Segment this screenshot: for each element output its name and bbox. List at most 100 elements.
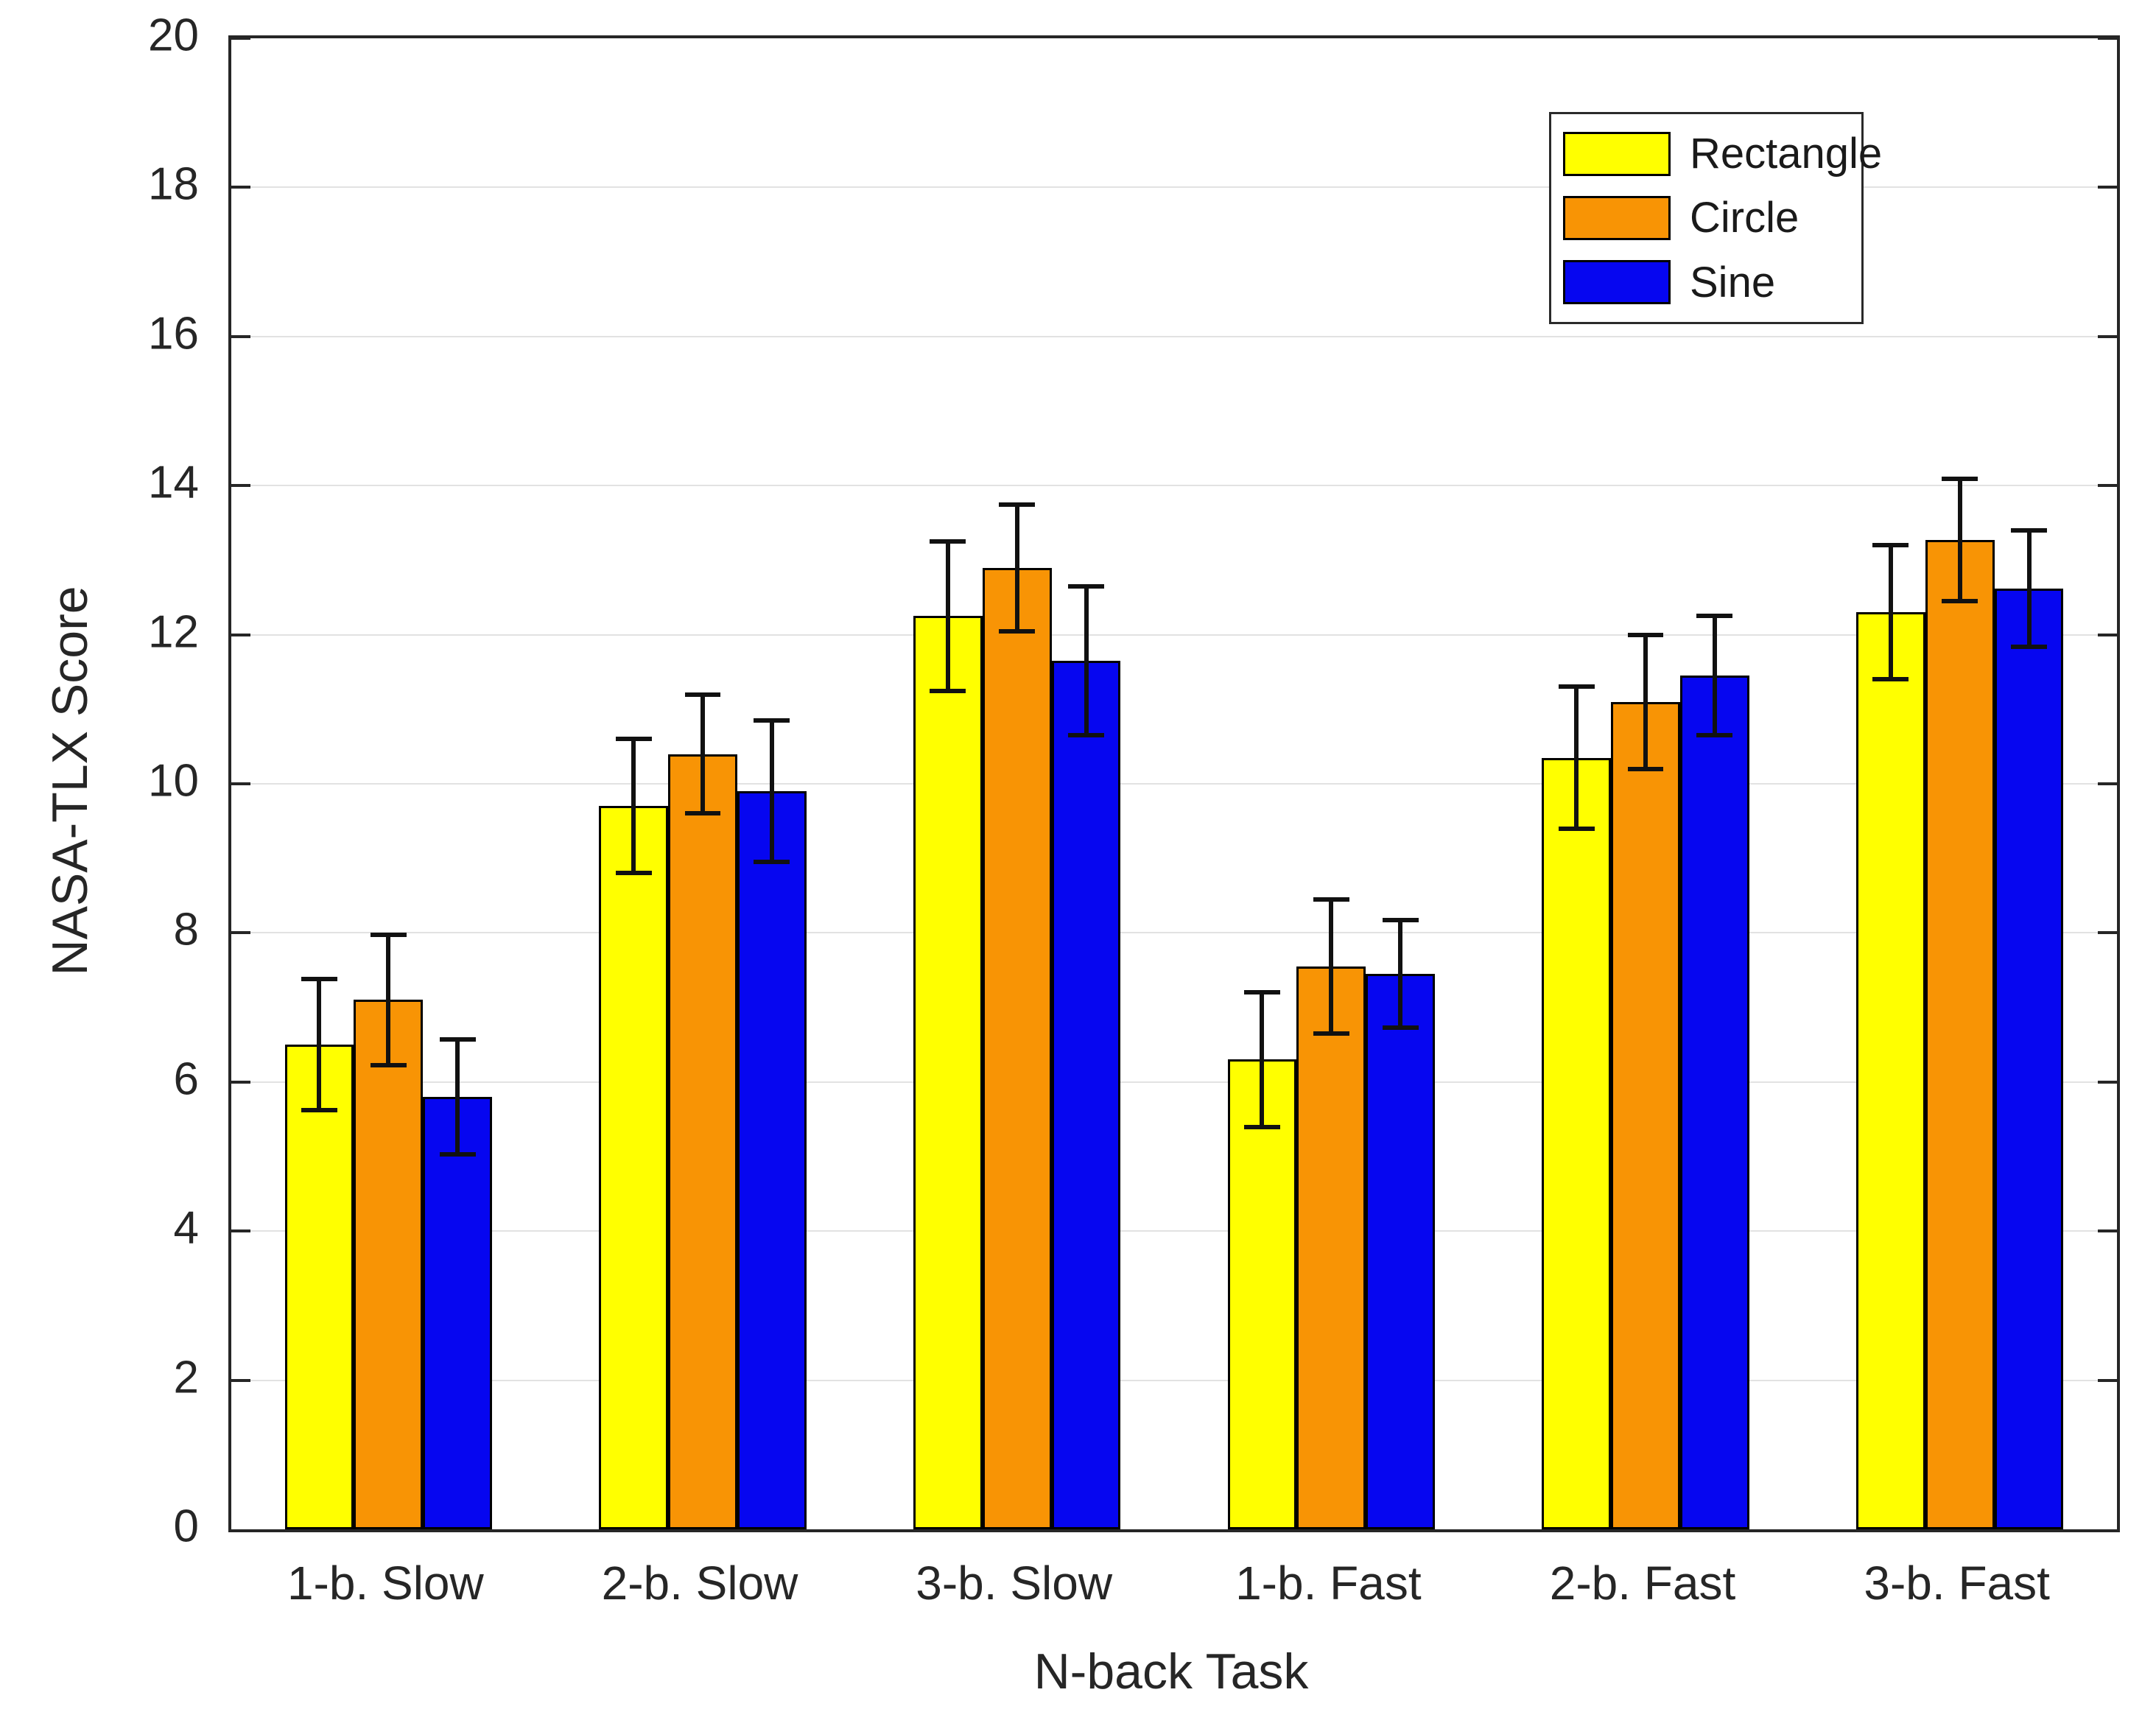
y-tick-label: 2 xyxy=(173,1352,199,1403)
error-bar-cap-bottom xyxy=(754,860,790,865)
bar-circle-4 xyxy=(1296,966,1366,1529)
error-bar-cap-top xyxy=(754,718,790,723)
error-bar-cap-bottom xyxy=(1558,826,1595,831)
x-tick-label: 3-b. Fast xyxy=(1864,1557,2050,1610)
error-bar-cap-top xyxy=(1942,477,1978,482)
error-bar-cap-top xyxy=(2011,527,2047,533)
bar-circle-2 xyxy=(668,754,737,1529)
y-tick-mark xyxy=(231,1229,250,1233)
y-tick-mark xyxy=(231,37,250,40)
error-bar-cap-bottom xyxy=(930,688,966,693)
error-bar-line xyxy=(1260,992,1265,1127)
y-tick-mark xyxy=(231,484,250,488)
bar-rectangle-6 xyxy=(1855,612,1925,1529)
error-bar-line xyxy=(1957,479,1962,602)
rectangle-swatch xyxy=(1563,131,1671,176)
y-tick-mark-right xyxy=(2098,334,2117,338)
bar-sine-2 xyxy=(737,791,807,1529)
legend-label: Rectangle xyxy=(1690,130,1883,178)
error-bar-cap-top xyxy=(1696,614,1733,619)
legend: Rectangle Circle Sine xyxy=(1549,112,1882,324)
error-bar-cap-top xyxy=(1627,632,1664,637)
error-bar-cap-top xyxy=(930,539,966,544)
y-tick-mark-right xyxy=(2098,931,2117,935)
error-bar-cap-bottom xyxy=(1313,1031,1349,1036)
error-bar-cap-bottom xyxy=(684,811,721,816)
error-bar-cap-bottom xyxy=(301,1108,337,1113)
error-bar-cap-top xyxy=(1244,990,1280,995)
gridline-y12 xyxy=(231,634,2117,636)
error-bar-line xyxy=(1712,616,1717,736)
y-tick-mark xyxy=(231,633,250,636)
y-tick-label: 16 xyxy=(148,308,199,359)
error-bar-line xyxy=(1574,687,1579,829)
y-tick-label: 4 xyxy=(173,1202,199,1254)
error-bar-line xyxy=(769,720,774,863)
error-bar-cap-top xyxy=(999,502,1036,507)
error-bar-line xyxy=(1888,545,1893,680)
y-tick-mark xyxy=(231,782,250,785)
error-bar-line xyxy=(1329,899,1334,1034)
y-tick-mark-right xyxy=(2098,186,2117,189)
error-bar-line xyxy=(1084,586,1089,736)
error-bar-cap-bottom xyxy=(1382,1025,1419,1030)
error-bar-cap-bottom xyxy=(615,871,652,876)
error-bar-cap-bottom xyxy=(1872,677,1909,682)
y-tick-mark xyxy=(231,1378,250,1382)
error-bar-cap-top xyxy=(1068,583,1104,589)
y-tick-mark-right xyxy=(2098,1229,2117,1233)
y-tick-label: 18 xyxy=(148,158,199,210)
y-tick-mark xyxy=(231,931,250,935)
circle-swatch xyxy=(1563,195,1671,240)
gridline-y10 xyxy=(231,783,2117,785)
bar-sine-5 xyxy=(1679,676,1749,1529)
gridline-y16 xyxy=(231,335,2117,337)
gridline-y2 xyxy=(231,1379,2117,1381)
y-tick-mark-right xyxy=(2098,1080,2117,1084)
y-tick-mark xyxy=(231,1080,250,1084)
gridline-y6 xyxy=(231,1081,2117,1083)
y-tick-label: 0 xyxy=(173,1501,199,1552)
gridline-y18 xyxy=(231,186,2117,189)
error-bar-line xyxy=(1398,920,1403,1028)
error-bar-cap-top xyxy=(684,692,721,697)
y-tick-mark-right xyxy=(2098,1378,2117,1382)
error-bar-cap-bottom xyxy=(1068,733,1104,738)
error-bar-cap-bottom xyxy=(439,1151,476,1157)
error-bar-cap-bottom xyxy=(2011,644,2047,649)
error-bar-cap-top xyxy=(1872,543,1909,548)
error-bar-line xyxy=(2026,530,2032,647)
gridline-y8 xyxy=(231,932,2117,934)
y-tick-mark-right xyxy=(2098,37,2117,40)
error-bar-cap-top xyxy=(370,933,407,938)
bar-rectangle-3 xyxy=(913,616,983,1529)
x-tick-label: 3-b. Slow xyxy=(916,1557,1113,1610)
legend-item-circle: Circle xyxy=(1551,193,1861,242)
error-bar-cap-bottom xyxy=(370,1062,407,1067)
bar-sine-3 xyxy=(1051,661,1121,1529)
y-tick-mark xyxy=(231,186,250,189)
legend-item-rectangle: Rectangle xyxy=(1551,129,1882,178)
bar-rectangle-2 xyxy=(599,806,669,1529)
sine-swatch xyxy=(1563,260,1671,305)
error-bar-cap-top xyxy=(1558,684,1595,690)
error-bar-line xyxy=(700,694,705,814)
error-bar-line xyxy=(317,979,322,1111)
y-tick-mark xyxy=(231,334,250,338)
error-bar-cap-top xyxy=(615,737,652,742)
legend-label: Sine xyxy=(1690,258,1776,306)
error-bar-cap-top xyxy=(439,1037,476,1042)
legend-label: Circle xyxy=(1690,194,1799,242)
y-tick-mark-right xyxy=(2098,633,2117,636)
bar-sine-6 xyxy=(1994,588,2064,1529)
bar-circle-6 xyxy=(1925,540,1995,1529)
bar-circle-1 xyxy=(354,1000,424,1529)
error-bar-cap-bottom xyxy=(1942,599,1978,604)
error-bar-cap-bottom xyxy=(1627,766,1664,771)
error-bar-cap-bottom xyxy=(1244,1124,1280,1129)
y-tick-label: 10 xyxy=(148,755,199,807)
error-bar-line xyxy=(386,935,391,1065)
error-bar-line xyxy=(631,739,636,874)
y-tick-mark-right xyxy=(2098,484,2117,488)
